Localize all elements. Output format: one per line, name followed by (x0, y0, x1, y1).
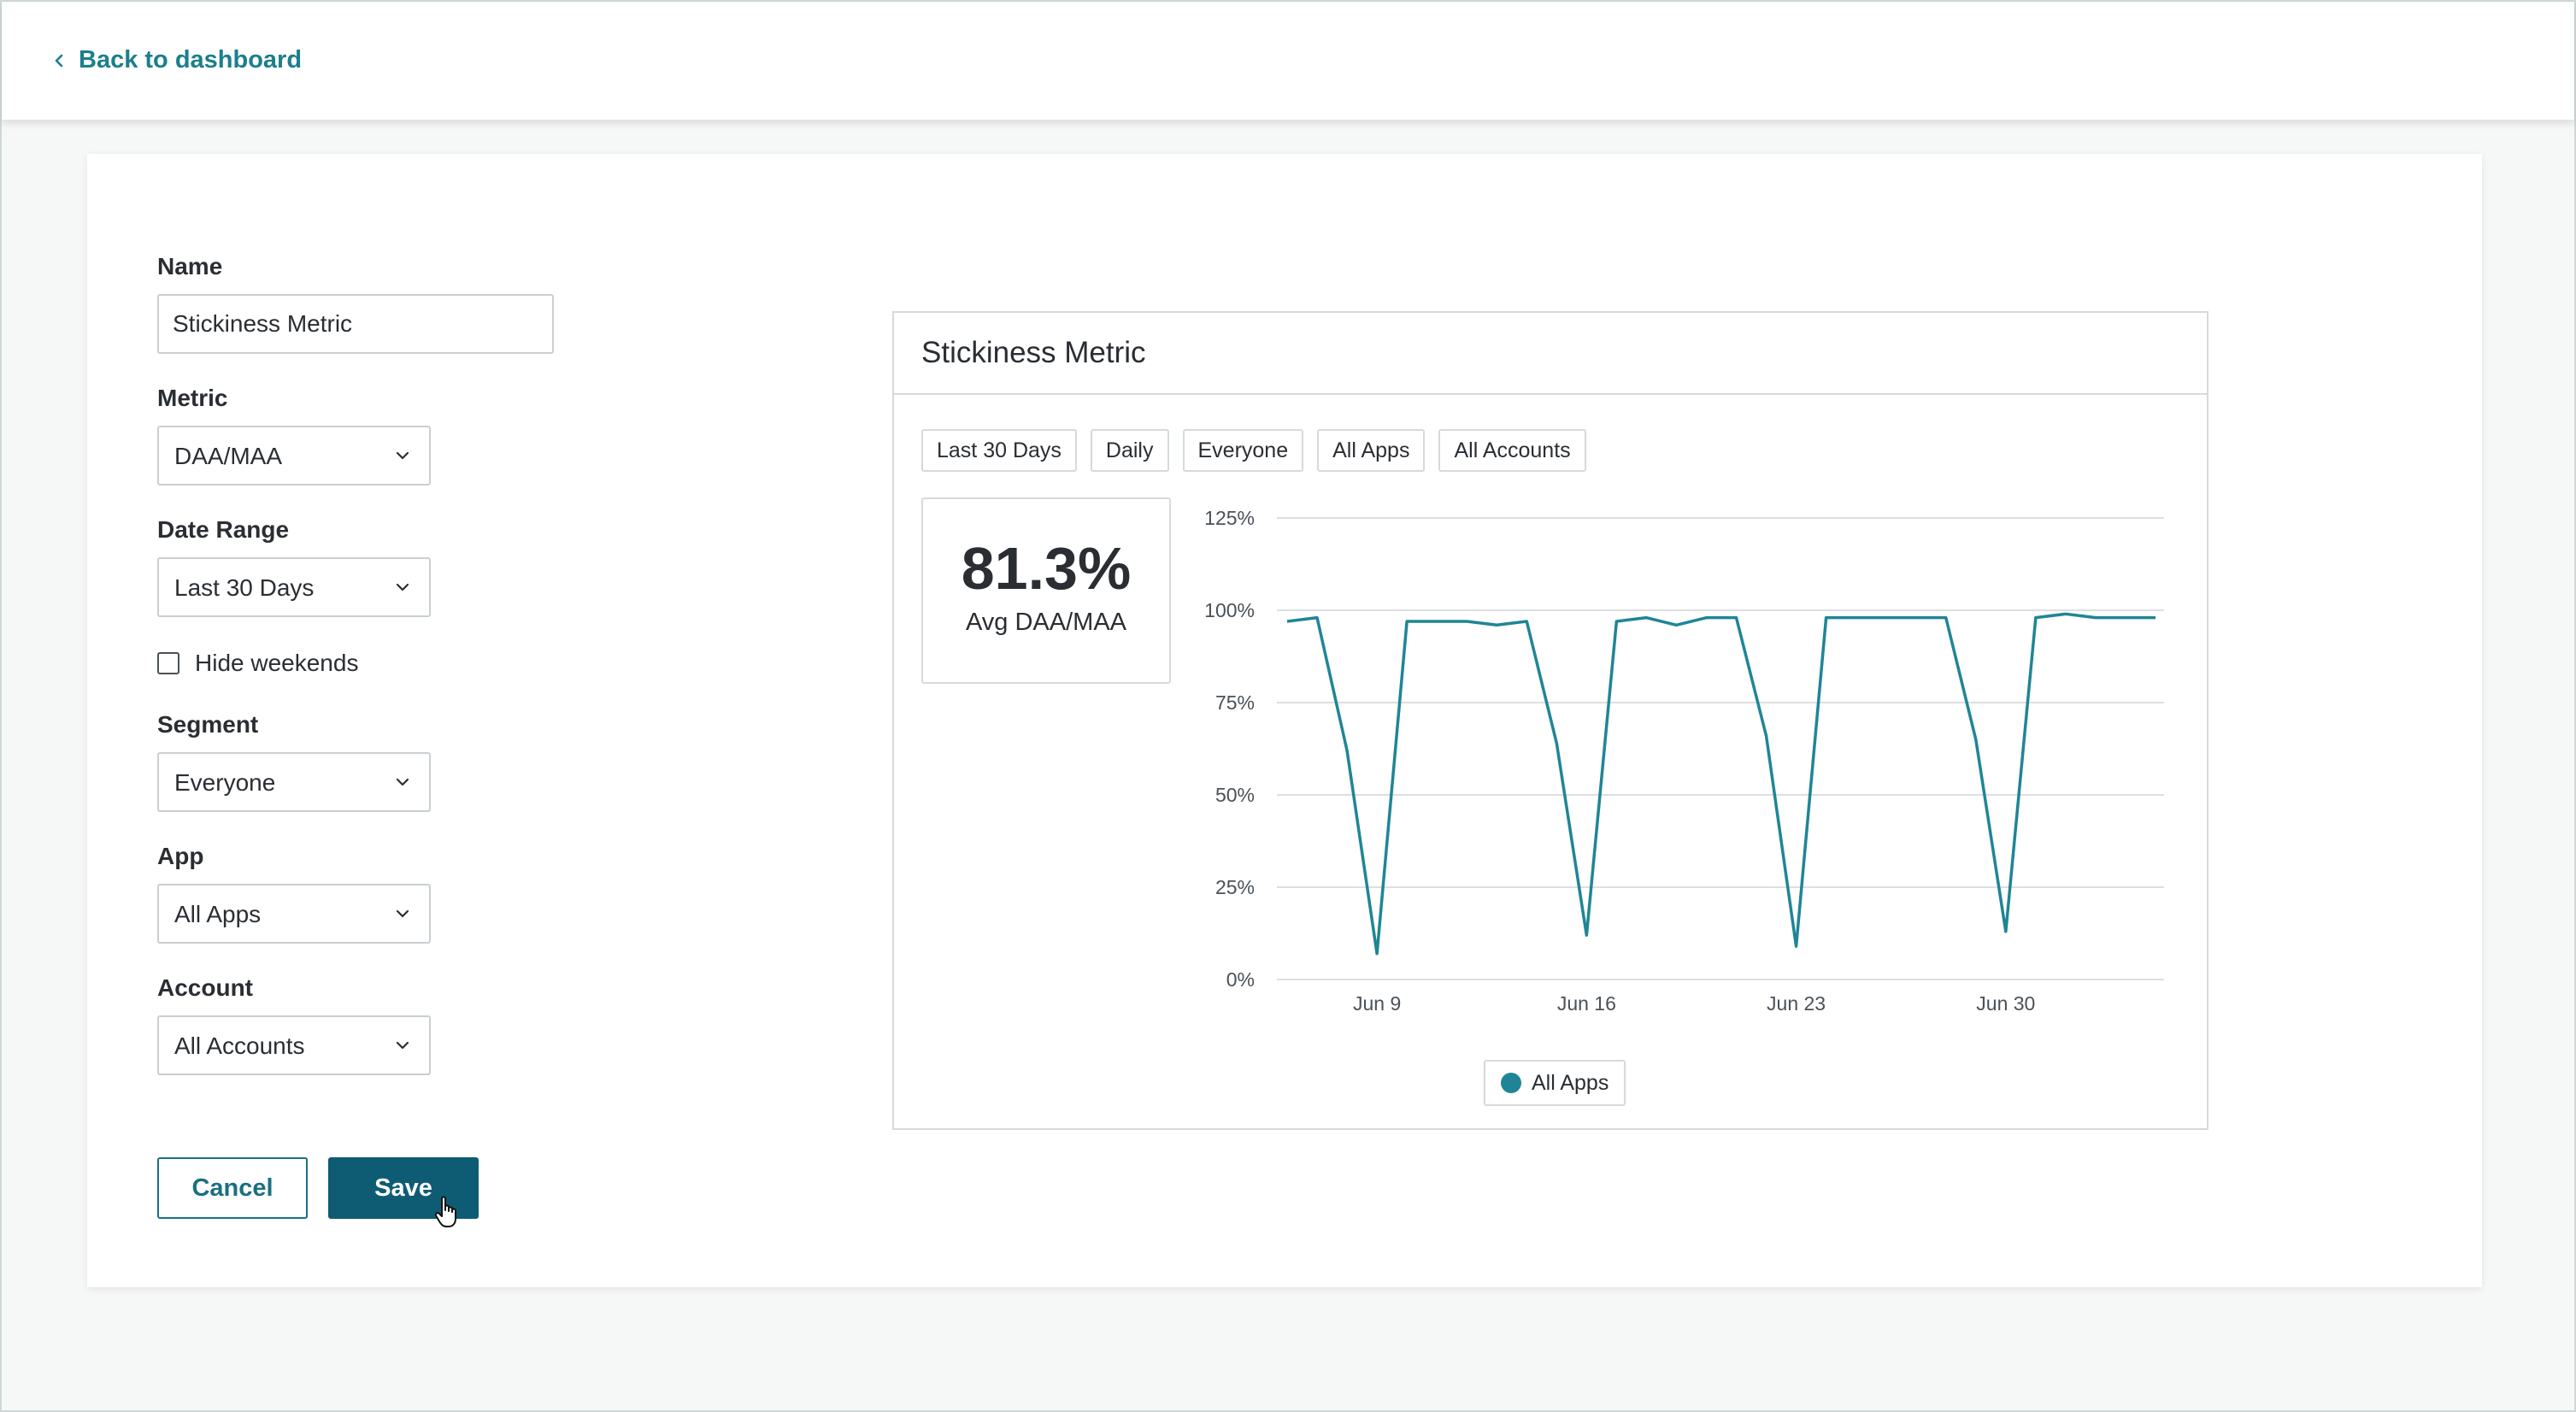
data-point[interactable] (2091, 614, 2100, 622)
data-point[interactable] (1702, 614, 1710, 622)
y-tick-label: 100% (1204, 599, 1255, 621)
filter-chip: Last 30 Days (921, 429, 1077, 472)
data-point[interactable] (1522, 617, 1531, 626)
data-point[interactable] (1672, 621, 1680, 629)
legend-label: All Apps (1532, 1070, 1609, 1095)
back-link-label: Back to dashboard (79, 46, 303, 74)
hide-weekends-label: Hide weekends (195, 650, 359, 676)
save-button[interactable]: Save (328, 1157, 479, 1219)
cancel-button[interactable]: Cancel (157, 1157, 308, 1219)
preview-header: Stickiness Metric (894, 313, 2207, 395)
line-chart: 0% 25% 50% 75% 100% 125% Jun 9 Jun 16 Jun 23 Jun … (1204, 507, 2164, 1015)
hide-weekends-checkbox[interactable] (157, 652, 179, 674)
back-to-dashboard-link[interactable]: Back to dashboard (51, 46, 302, 74)
date-range-select[interactable]: Last 30 Days (157, 557, 431, 617)
date-range-label: Date Range (157, 516, 290, 543)
data-point[interactable] (1403, 617, 1411, 626)
x-tick-label: Jun 30 (1976, 992, 2035, 1015)
chevron-down-icon (396, 451, 409, 460)
y-tick-label: 25% (1215, 876, 1255, 898)
y-tick-label: 0% (1226, 968, 1255, 991)
metric-label: Metric (157, 385, 228, 411)
data-point[interactable] (1462, 617, 1471, 626)
x-tick-label: Jun 9 (1353, 992, 1401, 1015)
top-bar: Back to dashboard (2, 2, 2574, 121)
filter-chip: All Apps (1317, 429, 1426, 472)
data-point[interactable] (1283, 617, 1291, 626)
data-point[interactable] (1822, 614, 1831, 622)
app-select[interactable]: All Apps (157, 884, 431, 944)
chart-legend[interactable]: All Apps (1484, 1060, 1626, 1106)
data-point[interactable] (2002, 927, 2010, 936)
data-point[interactable] (1612, 617, 1620, 626)
chevron-down-icon (396, 909, 409, 918)
data-point[interactable] (1732, 614, 1741, 622)
data-point[interactable] (2061, 609, 2070, 618)
data-point[interactable] (1492, 621, 1501, 629)
x-tick-label: Jun 23 (1767, 992, 1826, 1015)
name-label: Name (157, 253, 223, 279)
stat-label: Avg DAA/MAA (965, 609, 1127, 636)
data-point[interactable] (1792, 942, 1801, 950)
data-point[interactable] (1942, 614, 1950, 622)
date-range-value: Last 30 Days (174, 574, 315, 601)
data-point[interactable] (1313, 614, 1321, 622)
data-point[interactable] (1642, 614, 1650, 622)
data-point[interactable] (2121, 614, 2130, 622)
data-point[interactable] (1882, 614, 1891, 622)
data-point[interactable] (1972, 735, 1980, 744)
series-line[interactable] (1286, 612, 2155, 956)
x-tick-label: Jun 16 (1557, 992, 1616, 1015)
data-point[interactable] (1373, 950, 1381, 958)
account-value: All Accounts (174, 1033, 305, 1059)
filter-chip: All Accounts (1438, 429, 1586, 472)
average-stat-box: 81.3% Avg DAA/MAA (921, 497, 1171, 684)
hand-pointer-cursor-icon (434, 1196, 456, 1227)
data-point[interactable] (2032, 614, 2040, 622)
y-tick-label: 125% (1204, 507, 1255, 529)
metric-preview-panel: Stickiness Metric Last 30 Days Daily Eve… (892, 311, 2208, 1130)
chevron-down-icon (396, 1041, 409, 1050)
y-tick-label: 75% (1215, 691, 1255, 714)
legend-dot (1501, 1073, 1521, 1093)
chevron-down-icon (396, 778, 409, 786)
segment-select[interactable]: Everyone (157, 752, 431, 812)
segment-label: Segment (157, 711, 259, 738)
hide-weekends-row[interactable]: Hide weekends (157, 650, 358, 677)
chevron-down-icon (396, 583, 409, 591)
account-select[interactable]: All Accounts (157, 1015, 431, 1075)
account-label: Account (157, 974, 253, 1001)
filter-chip: Daily (1090, 429, 1169, 472)
name-input[interactable] (157, 294, 554, 354)
app-value: All Apps (174, 901, 262, 927)
data-point[interactable] (1912, 614, 1920, 622)
data-point[interactable] (2151, 614, 2160, 622)
filter-chip: Everyone (1182, 429, 1304, 472)
app-label: App (157, 843, 204, 869)
preview-title: Stickiness Metric (921, 336, 1146, 369)
chevron-left-icon (55, 54, 63, 67)
metric-value: DAA/MAA (174, 443, 283, 469)
segment-value: Everyone (174, 769, 276, 796)
data-point[interactable] (1582, 931, 1591, 939)
data-point[interactable] (1432, 617, 1441, 626)
data-point[interactable] (1762, 732, 1771, 740)
stat-value: 81.3% (961, 535, 1132, 602)
edit-metric-card: Name Metric DAA/MAA Date Range Last 30 D… (87, 154, 2482, 1287)
filter-chips: Last 30 Days Daily Everyone All Apps All… (921, 429, 1586, 472)
data-point[interactable] (1852, 614, 1861, 622)
metric-select[interactable]: DAA/MAA (157, 426, 431, 485)
y-tick-label: 50% (1215, 784, 1255, 806)
data-point[interactable] (1343, 746, 1351, 755)
data-point[interactable] (1552, 739, 1561, 748)
